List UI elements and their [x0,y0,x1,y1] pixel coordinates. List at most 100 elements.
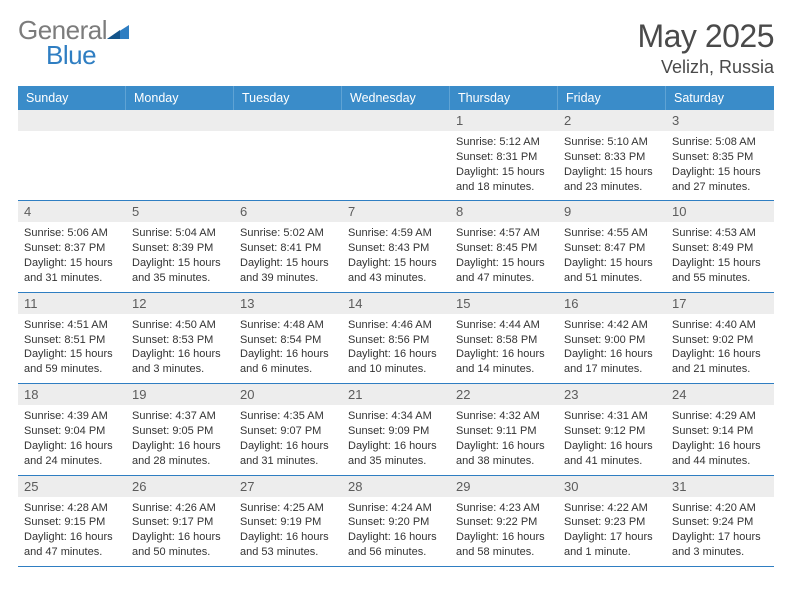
calendar-cell: 26Sunrise: 4:26 AMSunset: 9:17 PMDayligh… [126,476,234,567]
date-number: 23 [558,384,666,405]
calendar: Sunday Monday Tuesday Wednesday Thursday… [18,86,774,567]
sun-info: Sunrise: 4:51 AMSunset: 8:51 PMDaylight:… [18,314,126,383]
calendar-cell: 11Sunrise: 4:51 AMSunset: 8:51 PMDayligh… [18,293,126,384]
sun-info: Sunrise: 4:34 AMSunset: 9:09 PMDaylight:… [342,405,450,474]
sun-info-line: Daylight: 16 hours and 24 minutes. [24,439,120,469]
sun-info: Sunrise: 5:04 AMSunset: 8:39 PMDaylight:… [126,222,234,291]
sun-info-line: Sunset: 8:51 PM [24,333,120,348]
sun-info-line: Sunrise: 4:31 AM [564,409,660,424]
calendar-cell [342,110,450,201]
dayname-saturday: Saturday [666,86,774,110]
date-number: 29 [450,476,558,497]
sun-info-line: Daylight: 17 hours and 3 minutes. [672,530,768,560]
date-number: 5 [126,201,234,222]
calendar-cell: 4Sunrise: 5:06 AMSunset: 8:37 PMDaylight… [18,201,126,292]
sun-info: Sunrise: 4:25 AMSunset: 9:19 PMDaylight:… [234,497,342,566]
sun-info-line: Sunrise: 5:06 AM [24,226,120,241]
sun-info: Sunrise: 4:50 AMSunset: 8:53 PMDaylight:… [126,314,234,383]
location-label: Velizh, Russia [637,57,774,78]
sun-info: Sunrise: 5:10 AMSunset: 8:33 PMDaylight:… [558,131,666,200]
date-number: 9 [558,201,666,222]
date-number: 12 [126,293,234,314]
sun-info-line: Sunset: 9:22 PM [456,515,552,530]
date-number: 7 [342,201,450,222]
calendar-cell: 22Sunrise: 4:32 AMSunset: 9:11 PMDayligh… [450,384,558,475]
calendar-cell: 3Sunrise: 5:08 AMSunset: 8:35 PMDaylight… [666,110,774,201]
sun-info-line: Daylight: 16 hours and 41 minutes. [564,439,660,469]
calendar-cell: 12Sunrise: 4:50 AMSunset: 8:53 PMDayligh… [126,293,234,384]
sun-info-line: Sunset: 9:05 PM [132,424,228,439]
date-number: 16 [558,293,666,314]
date-number: 30 [558,476,666,497]
date-number: 13 [234,293,342,314]
date-number [18,110,126,131]
date-number: 20 [234,384,342,405]
sun-info-line: Sunset: 8:49 PM [672,241,768,256]
sun-info: Sunrise: 4:42 AMSunset: 9:00 PMDaylight:… [558,314,666,383]
sun-info-line: Sunrise: 4:37 AM [132,409,228,424]
date-number: 25 [18,476,126,497]
sun-info-line: Sunset: 8:58 PM [456,333,552,348]
sun-info: Sunrise: 4:29 AMSunset: 9:14 PMDaylight:… [666,405,774,474]
sun-info-line: Daylight: 15 hours and 23 minutes. [564,165,660,195]
sun-info-line: Sunset: 8:35 PM [672,150,768,165]
sun-info: Sunrise: 5:08 AMSunset: 8:35 PMDaylight:… [666,131,774,200]
sun-info-line: Sunrise: 5:12 AM [456,135,552,150]
sun-info-line: Sunset: 8:33 PM [564,150,660,165]
sun-info-line: Daylight: 16 hours and 10 minutes. [348,347,444,377]
calendar-cell [18,110,126,201]
dayname-monday: Monday [126,86,234,110]
sun-info-line: Sunrise: 4:24 AM [348,501,444,516]
calendar-cell: 23 Sunrise: 4:31 AMSunset: 9:12 PMDayligh… [558,384,666,475]
calendar-cell: 10Sunrise: 4:53 AMSunset: 8:49 PMDayligh… [666,201,774,292]
sun-info: Sunrise: 5:12 AMSunset: 8:31 PMDaylight:… [450,131,558,200]
sun-info-line: Daylight: 16 hours and 53 minutes. [240,530,336,560]
calendar-cell: 13Sunrise: 4:48 AMSunset: 8:54 PMDayligh… [234,293,342,384]
calendar-cell: 24Sunrise: 4:29 AMSunset: 9:14 PMDayligh… [666,384,774,475]
sun-info: Sunrise: 4:28 AMSunset: 9:15 PMDaylight:… [18,497,126,566]
sun-info-line: Sunrise: 5:08 AM [672,135,768,150]
calendar-cell: 20Sunrise: 4:35 AMSunset: 9:07 PMDayligh… [234,384,342,475]
calendar-cell: 7Sunrise: 4:59 AMSunset: 8:43 PMDaylight… [342,201,450,292]
sun-info-line: Sunset: 9:14 PM [672,424,768,439]
sun-info-line: Sunset: 9:12 PM [564,424,660,439]
date-number: 28 [342,476,450,497]
sun-info-line: Sunrise: 5:10 AM [564,135,660,150]
sun-info-line: Daylight: 16 hours and 35 minutes. [348,439,444,469]
sun-info-line: Sunrise: 4:35 AM [240,409,336,424]
sun-info: Sunrise: 5:06 AMSunset: 8:37 PMDaylight:… [18,222,126,291]
date-number: 19 [126,384,234,405]
sun-info-line: Daylight: 16 hours and 21 minutes. [672,347,768,377]
sun-info: Sunrise: 4:55 AMSunset: 8:47 PMDaylight:… [558,222,666,291]
date-number [234,110,342,131]
sun-info-line: Sunset: 9:23 PM [564,515,660,530]
sun-info-line: Daylight: 16 hours and 38 minutes. [456,439,552,469]
sun-info-line: Sunrise: 4:59 AM [348,226,444,241]
sun-info-line: Sunrise: 4:57 AM [456,226,552,241]
date-number: 14 [342,293,450,314]
calendar-cell: 17Sunrise: 4:40 AMSunset: 9:02 PMDayligh… [666,293,774,384]
sun-info-line: Sunset: 8:53 PM [132,333,228,348]
sun-info-line: Sunset: 9:02 PM [672,333,768,348]
calendar-grid: 1Sunrise: 5:12 AMSunset: 8:31 PMDaylight… [18,110,774,567]
dayname-tuesday: Tuesday [234,86,342,110]
calendar-cell: 8Sunrise: 4:57 AMSunset: 8:45 PMDaylight… [450,201,558,292]
sun-info-line: Sunrise: 4:55 AM [564,226,660,241]
sun-info-line: Sunset: 8:56 PM [348,333,444,348]
logo-text-blue: Blue [46,40,96,70]
sun-info-line: Daylight: 15 hours and 51 minutes. [564,256,660,286]
sun-info: Sunrise: 4:37 AMSunset: 9:05 PMDaylight:… [126,405,234,474]
calendar-cell: 31Sunrise: 4:20 AMSunset: 9:24 PMDayligh… [666,476,774,567]
sun-info-line: Daylight: 15 hours and 43 minutes. [348,256,444,286]
sun-info-line: Sunset: 9:24 PM [672,515,768,530]
sun-info-line: Sunset: 8:45 PM [456,241,552,256]
sun-info: Sunrise: 4:24 AMSunset: 9:20 PMDaylight:… [342,497,450,566]
date-number: 21 [342,384,450,405]
calendar-cell: 5Sunrise: 5:04 AMSunset: 8:39 PMDaylight… [126,201,234,292]
calendar-cell: 2Sunrise: 5:10 AMSunset: 8:33 PMDaylight… [558,110,666,201]
date-number [342,110,450,131]
sun-info: Sunrise: 4:22 AMSunset: 9:23 PMDaylight:… [558,497,666,566]
sun-info-line: Sunrise: 4:28 AM [24,501,120,516]
date-number: 1 [450,110,558,131]
sun-info: Sunrise: 4:26 AMSunset: 9:17 PMDaylight:… [126,497,234,566]
